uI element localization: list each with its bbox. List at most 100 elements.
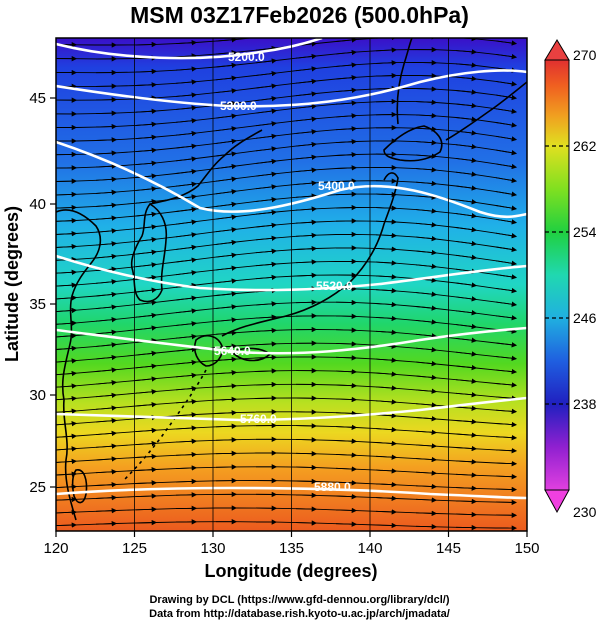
contour-5200 — [56, 38, 323, 60]
wind-arrow — [135, 519, 158, 526]
wind-arrow — [95, 405, 118, 411]
wind-arrow — [295, 206, 318, 212]
wind-arrow — [135, 186, 158, 192]
wind-arrow — [95, 163, 118, 169]
wind-arrow — [295, 259, 318, 265]
wind-arrow — [495, 434, 518, 441]
wind-arrow — [495, 260, 518, 266]
wind-arrow — [295, 232, 318, 239]
wind-arrow — [295, 66, 318, 72]
wind-arrow — [335, 521, 358, 527]
wind-arrow — [135, 363, 158, 369]
y-tick-label: 40 — [29, 196, 46, 213]
wind-arrow — [95, 443, 118, 449]
wind-arrow — [415, 167, 438, 173]
wind-arrow — [376, 25, 396, 26]
wind-arrow — [175, 143, 198, 149]
wind-arrow — [215, 410, 238, 416]
wind-arrow — [495, 205, 518, 211]
wind-arrow — [415, 523, 438, 530]
wind-arrow — [335, 139, 358, 145]
wind-arrow — [335, 355, 358, 361]
wind-arrow — [95, 367, 118, 373]
wind-arrow — [135, 350, 158, 357]
wind-arrow — [335, 87, 358, 94]
colorbar-tick-label: 270 — [573, 47, 597, 63]
contour-label: 5200.0 — [228, 50, 265, 64]
wind-arrow — [415, 305, 438, 311]
wind-arrow — [175, 492, 198, 498]
wind-arrow — [215, 201, 238, 208]
wind-arrow — [135, 467, 158, 473]
wind-arrow — [95, 279, 118, 285]
wind-arrow — [335, 62, 358, 68]
wind-arrow — [95, 189, 118, 196]
x-tick-labels: 120 125 130 135 140 145 150 — [43, 540, 539, 557]
wind-arrow — [295, 103, 318, 110]
wind-arrow — [375, 495, 398, 502]
wind-arrow — [415, 112, 438, 119]
wind-arrow — [415, 208, 438, 214]
wind-arrow — [56, 204, 78, 211]
wind-arrow — [335, 74, 358, 81]
wind-arrow — [95, 507, 118, 514]
wind-arrow — [255, 133, 278, 140]
wind-arrow — [56, 243, 78, 250]
wind-arrow — [295, 91, 318, 97]
wind-arrow — [95, 392, 118, 399]
wind-arrow — [375, 329, 398, 336]
wind-arrow — [175, 156, 198, 162]
contour-label: 5300.0 — [220, 99, 257, 113]
wind-arrow — [135, 108, 158, 114]
wind-arrow — [255, 209, 278, 216]
wind-arrow — [455, 143, 478, 150]
wind-arrow — [175, 412, 198, 418]
wind-arrow — [375, 191, 398, 198]
wind-arrow — [375, 371, 398, 377]
honshu — [221, 172, 399, 337]
wind-arrow — [415, 263, 438, 270]
wind-arrow — [495, 53, 518, 60]
wind-arrow — [56, 370, 78, 377]
x-axis-label: Longitude (degrees) — [204, 561, 377, 581]
wind-arrow — [495, 301, 518, 307]
y-tick-label: 25 — [29, 479, 46, 496]
wind-arrow — [375, 260, 398, 266]
wind-arrow — [415, 360, 438, 367]
contour-5520 — [56, 254, 527, 292]
wind-arrow — [95, 329, 118, 335]
wind-arrow — [415, 497, 438, 503]
wind-arrow — [95, 317, 118, 323]
wind-arrow — [175, 219, 198, 225]
wind-arrow — [295, 520, 318, 526]
wind-arrow — [455, 116, 478, 122]
wind-arrow — [175, 372, 198, 379]
wind-arrow — [95, 202, 118, 208]
wind-arrow — [415, 139, 438, 146]
wind-arrow — [56, 320, 78, 326]
wind-arrow — [335, 410, 358, 417]
wind-arrow — [215, 38, 238, 43]
wind-arrow — [335, 341, 358, 347]
colorbar-tick-label: 230 — [573, 504, 597, 520]
wind-arrow — [215, 189, 238, 195]
wind-arrow — [335, 424, 358, 431]
wind-arrow — [215, 75, 238, 81]
wind-arrow — [255, 121, 278, 127]
wind-arrow — [135, 82, 158, 88]
wind-arrow — [375, 468, 398, 474]
wind-arrow — [375, 440, 398, 447]
wind-arrow — [415, 319, 438, 325]
wind-arrow — [295, 116, 318, 122]
wind-arrow — [215, 138, 238, 145]
wind-arrow — [295, 478, 318, 485]
wind-arrow — [215, 317, 238, 323]
wind-arrow — [175, 359, 198, 366]
wind-arrow — [495, 486, 518, 493]
x-tick-label: 135 — [279, 540, 304, 557]
wind-arrow — [135, 480, 158, 486]
contour-5400 — [56, 140, 527, 219]
wind-arrow — [56, 282, 78, 288]
wind-arrow — [335, 396, 358, 403]
y-axis-label: Latitude (degrees) — [2, 206, 22, 362]
